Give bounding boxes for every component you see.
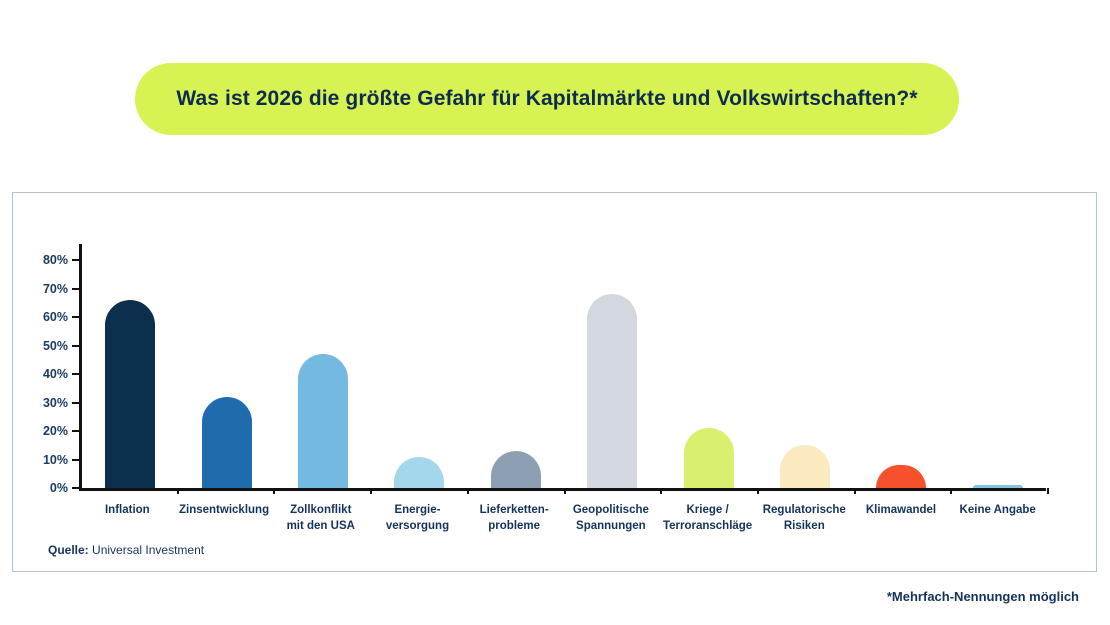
y-tick-label: 10% xyxy=(42,452,68,467)
x-tick xyxy=(176,488,179,494)
bar-column-zinsentwicklung xyxy=(178,244,274,488)
category-label-zinsentwicklung: Zinsentwicklung xyxy=(179,504,270,516)
bar-column-kriege xyxy=(660,244,756,488)
y-tick-label: 50% xyxy=(42,338,68,353)
category-label-energie: Energie- versorgung xyxy=(385,504,450,533)
footnote: *Mehrfach-Nennungen möglich xyxy=(886,589,1079,604)
category-label-lieferketten: Lieferketten- probleme xyxy=(479,504,549,533)
y-tick-label: 60% xyxy=(42,310,68,324)
plot-area: 0% 10% 20% 30% 40% 50% 60% 70% 80% xyxy=(43,244,1049,495)
x-tick xyxy=(950,488,953,494)
category-label-inflation: Inflation xyxy=(104,504,150,516)
y-tick-label: 40% xyxy=(42,367,68,381)
bar-kriege xyxy=(683,428,734,488)
page-title: Was ist 2026 die größte Gefahr für Kapit… xyxy=(176,87,918,110)
y-tick xyxy=(72,259,80,261)
title-pill: Was ist 2026 die größte Gefahr für Kapit… xyxy=(135,63,959,135)
bar-zinsentwicklung xyxy=(201,396,252,488)
bar-geopolitische xyxy=(587,294,638,488)
bar-column-zollkonflikt xyxy=(275,244,371,488)
x-tick xyxy=(660,488,663,494)
bar-column-lieferketten xyxy=(468,244,564,488)
y-tick xyxy=(72,458,80,461)
source-label: Quelle: xyxy=(48,543,89,557)
y-tick-label: 80% xyxy=(42,253,68,267)
bar-energie xyxy=(394,456,445,488)
bar-inflation xyxy=(105,299,156,488)
bar-columns xyxy=(82,244,1046,488)
bar-column-geopolitische xyxy=(564,244,660,488)
y-tick xyxy=(72,373,80,375)
bar-column-inflation xyxy=(82,244,178,488)
chart-card: 0% 10% 20% 30% 40% 50% 60% 70% 80% Inflation Zins… xyxy=(12,192,1097,572)
bar-keine-angabe xyxy=(972,485,1023,488)
bar-regulatorische xyxy=(780,445,831,488)
y-tick-label: 30% xyxy=(42,395,68,410)
category-label-regulatorische: Regulatorische Risiken xyxy=(762,504,846,533)
x-tick xyxy=(370,488,373,494)
bar-klimawandel xyxy=(876,465,927,488)
x-tick xyxy=(756,488,759,494)
y-tick xyxy=(72,401,80,404)
category-label-geopolitische: Geopolitische Spannungen xyxy=(572,504,649,533)
category-label-zollkonflikt: Zollkonflikt mit den USA xyxy=(286,504,355,533)
source-note: Quelle: Universal Investment xyxy=(48,543,204,557)
category-label-kriege: Kriege / Terroranschläge xyxy=(662,504,753,533)
y-tick xyxy=(72,287,80,290)
x-axis-labels: Inflation Zinsentwicklung Zollkonflikt mit… xyxy=(79,502,1046,534)
y-tick-label: 0% xyxy=(49,481,68,495)
x-tick xyxy=(466,488,469,494)
y-tick xyxy=(72,344,80,347)
bar-zollkonflikt xyxy=(298,354,349,488)
bar-lieferketten xyxy=(490,450,541,488)
bar-column-keine-angabe xyxy=(950,244,1046,488)
y-tick-label: 20% xyxy=(42,424,68,438)
bar-column-regulatorische xyxy=(757,244,853,488)
y-tick xyxy=(72,487,80,489)
y-tick-label: 70% xyxy=(42,281,68,296)
x-tick xyxy=(853,488,856,494)
x-tick xyxy=(273,488,276,494)
y-tick xyxy=(72,430,80,432)
y-tick xyxy=(72,316,80,318)
bar-column-energie xyxy=(371,244,467,488)
category-label-keine-angabe: Keine Angabe xyxy=(959,504,1036,516)
source-text: Universal Investment xyxy=(92,543,205,557)
bar-column-klimawandel xyxy=(853,244,949,488)
x-tick xyxy=(563,488,566,494)
category-label-klimawandel: Klimawandel xyxy=(865,504,937,516)
x-tick xyxy=(1047,488,1049,494)
